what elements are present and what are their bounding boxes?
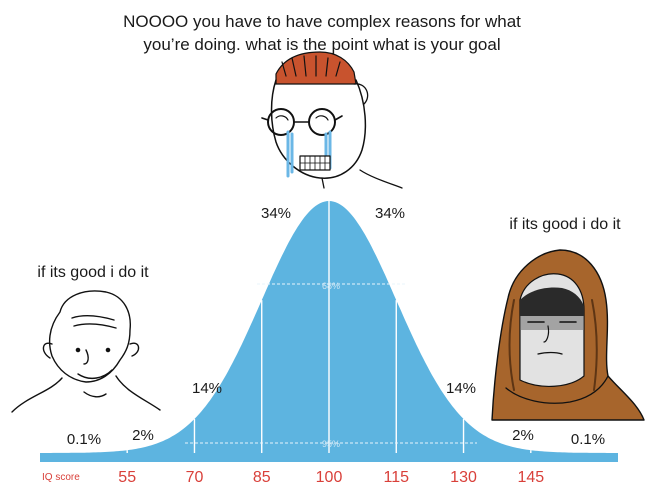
- x-tick-label: 100: [316, 469, 343, 486]
- bell-curve-chart: 68% 95% 0.1% 2% 14% 34% 34% 14% 2% 0.1% …: [40, 201, 618, 486]
- sd-lines: [126, 201, 532, 453]
- caption-top-line-1: NOOOO you have to have complex reasons f…: [123, 12, 521, 31]
- segment-label: 2%: [512, 427, 534, 444]
- band-95-label: 95%: [322, 439, 340, 449]
- segment-label: 0.1%: [67, 431, 101, 448]
- caption-top-line-2: you’re doing. what is the point what is …: [143, 35, 500, 54]
- x-axis-label: IQ score: [42, 472, 80, 483]
- tick-labels: 55 70 85 100 115 130 145: [118, 469, 544, 486]
- left-meme-face-icon: [11, 290, 161, 413]
- x-tick-label: 115: [384, 469, 410, 486]
- hooded-figure-icon: [491, 249, 645, 421]
- x-tick-label: 55: [118, 469, 136, 486]
- crying-nerd-face-icon: [261, 51, 403, 189]
- x-tick-label: 70: [186, 469, 204, 486]
- band-68-label: 68%: [322, 281, 340, 291]
- segment-label: 14%: [192, 380, 222, 397]
- x-tick-label: 130: [450, 469, 477, 486]
- x-tick-label: 85: [253, 469, 271, 486]
- x-tick-label: 145: [517, 469, 544, 486]
- segment-label: 0.1%: [571, 431, 605, 448]
- segment-label: 14%: [446, 380, 476, 397]
- axis-bar: [40, 453, 618, 462]
- caption-right: if its good i do it: [509, 216, 621, 233]
- segment-label: 34%: [375, 205, 405, 222]
- segment-label: 2%: [132, 427, 154, 444]
- caption-left: if its good i do it: [37, 264, 149, 281]
- segment-label: 34%: [261, 205, 291, 222]
